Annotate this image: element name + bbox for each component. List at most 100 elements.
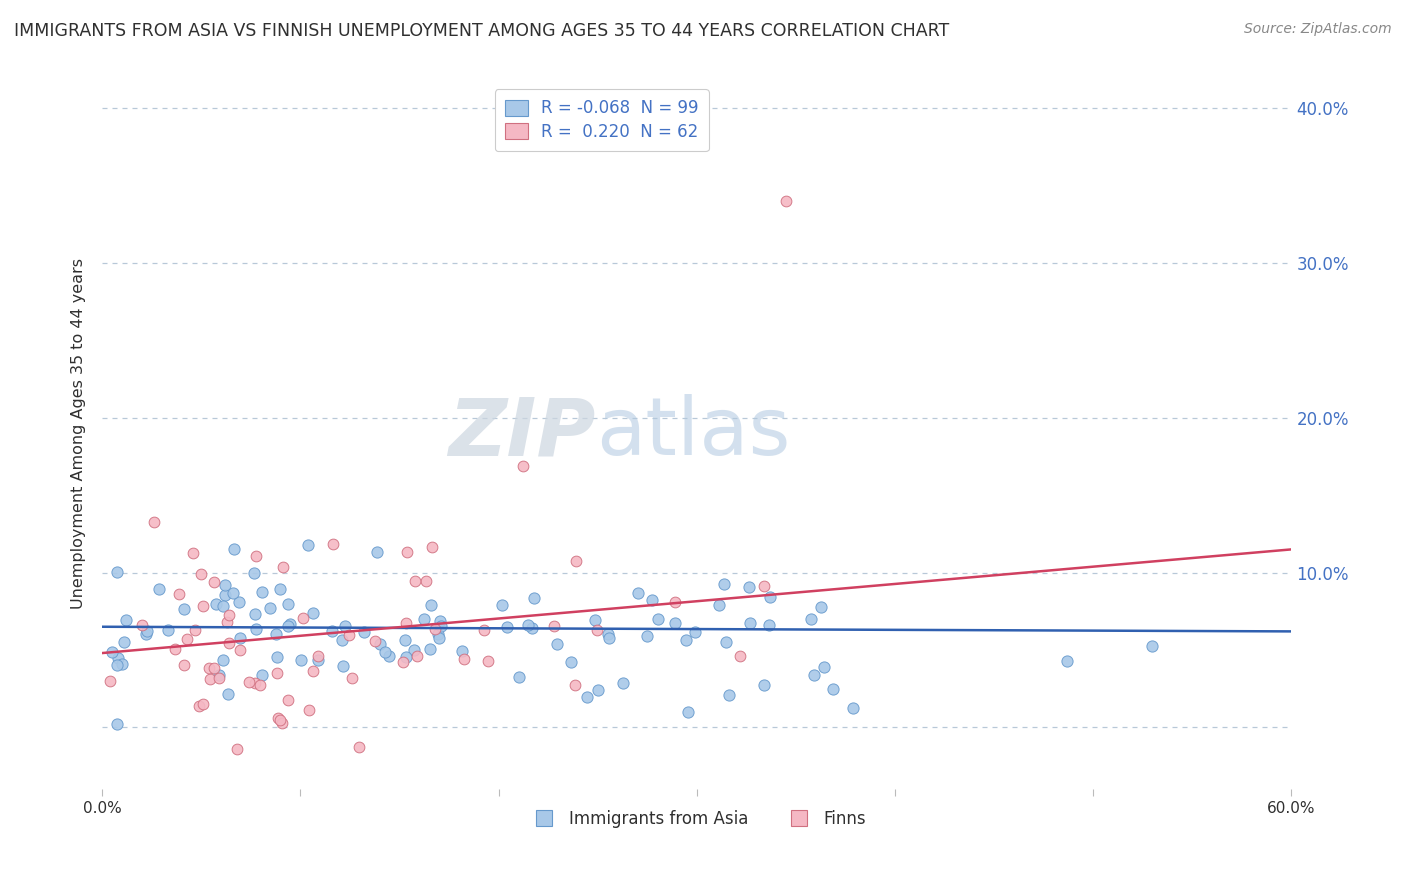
Point <box>250 584 273 599</box>
Point <box>107 657 129 672</box>
Point <box>277 597 299 611</box>
Point <box>297 538 319 552</box>
Point <box>183 623 205 637</box>
Text: Source: ZipAtlas.com: Source: ZipAtlas.com <box>1244 22 1392 37</box>
Point <box>730 649 752 664</box>
Point <box>641 593 664 607</box>
Point <box>157 624 180 638</box>
Point <box>453 652 475 666</box>
Point <box>675 633 697 648</box>
Point <box>302 607 325 621</box>
Point <box>301 665 323 679</box>
Point <box>508 670 530 684</box>
Point <box>307 649 329 664</box>
Point <box>575 690 598 704</box>
Point <box>564 678 586 692</box>
Point <box>583 613 606 627</box>
Point <box>392 655 415 669</box>
Point <box>342 671 364 685</box>
Point <box>211 599 233 613</box>
Point <box>636 629 658 643</box>
Point <box>238 675 260 690</box>
Point <box>378 648 401 663</box>
Point <box>111 657 134 671</box>
Point <box>243 566 266 580</box>
Point <box>1056 654 1078 668</box>
Point <box>226 742 249 756</box>
Point <box>269 582 291 597</box>
Point <box>229 643 252 657</box>
Point <box>394 632 416 647</box>
Legend: Immigrants from Asia, Finns: Immigrants from Asia, Finns <box>520 803 873 834</box>
Point <box>228 594 250 608</box>
Point <box>738 580 761 594</box>
Point <box>564 554 586 568</box>
Point <box>353 624 375 639</box>
Point <box>412 612 434 626</box>
Point <box>267 711 290 725</box>
Point <box>718 688 741 702</box>
Point <box>167 587 190 601</box>
Point <box>647 612 669 626</box>
Point <box>543 619 565 633</box>
Text: IMMIGRANTS FROM ASIA VS FINNISH UNEMPLOYMENT AMONG AGES 35 TO 44 YEARS CORRELATI: IMMIGRANTS FROM ASIA VS FINNISH UNEMPLOY… <box>14 22 949 40</box>
Point <box>586 682 609 697</box>
Point <box>426 627 449 641</box>
Point <box>205 597 228 611</box>
Point <box>368 636 391 650</box>
Point <box>173 602 195 616</box>
Point <box>218 607 240 622</box>
Point <box>266 666 288 681</box>
Point <box>333 618 356 632</box>
Point <box>249 678 271 692</box>
Point <box>298 703 321 717</box>
Point <box>823 681 845 696</box>
Point <box>676 705 699 719</box>
Point <box>290 653 312 667</box>
Point <box>198 661 221 675</box>
Point <box>709 599 731 613</box>
Point <box>451 644 474 658</box>
Point <box>429 614 451 628</box>
Point <box>627 585 650 599</box>
Point <box>266 627 288 641</box>
Point <box>229 631 252 645</box>
Point <box>176 632 198 646</box>
Point <box>277 619 299 633</box>
Point <box>546 637 568 651</box>
Point <box>716 635 738 649</box>
Point <box>212 653 235 667</box>
Point <box>759 590 782 604</box>
Point <box>495 620 517 634</box>
Point <box>754 578 776 592</box>
Point <box>364 633 387 648</box>
Point <box>222 541 245 556</box>
Point <box>405 648 427 663</box>
Point <box>366 545 388 559</box>
Point <box>214 578 236 592</box>
Point <box>664 595 686 609</box>
Point <box>190 566 212 581</box>
Point <box>208 668 231 682</box>
Point <box>269 713 291 727</box>
Point <box>395 615 418 630</box>
Point <box>114 613 136 627</box>
Point <box>664 616 686 631</box>
Point <box>738 616 761 631</box>
Point <box>198 672 221 686</box>
Point <box>217 687 239 701</box>
Point <box>271 560 294 574</box>
Point <box>105 716 128 731</box>
Point <box>337 627 360 641</box>
Point <box>131 618 153 632</box>
Text: atlas: atlas <box>596 394 790 473</box>
Point <box>105 566 128 580</box>
Text: ZIP: ZIP <box>449 394 596 473</box>
Point <box>841 701 863 715</box>
Point <box>427 631 450 645</box>
Point <box>222 585 245 599</box>
Point <box>1140 639 1163 653</box>
Point <box>520 621 543 635</box>
Point <box>429 619 451 633</box>
Point <box>98 673 121 688</box>
